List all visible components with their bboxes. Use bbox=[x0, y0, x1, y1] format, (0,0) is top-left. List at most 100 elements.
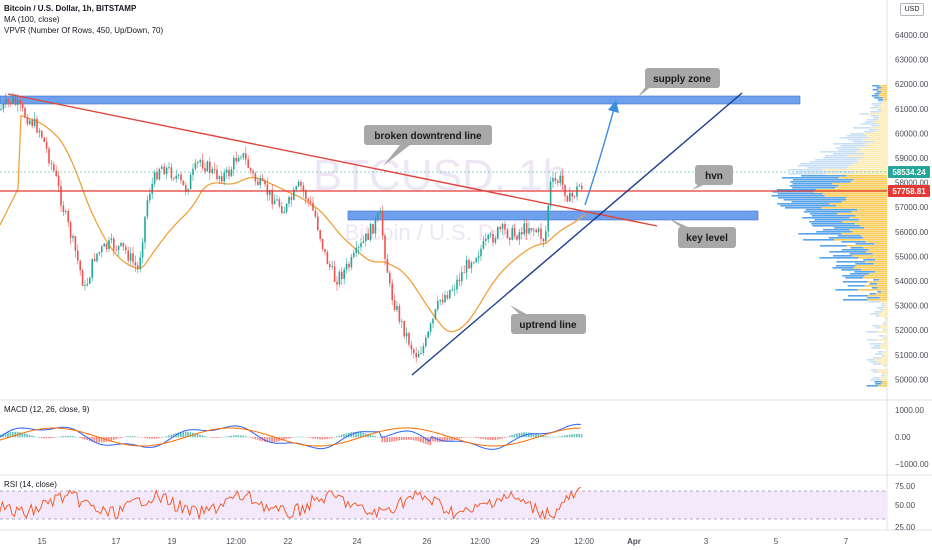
macd-bar bbox=[528, 432, 530, 438]
candle-body bbox=[115, 249, 117, 251]
candle-body bbox=[137, 265, 139, 269]
macd-bar bbox=[12, 431, 14, 438]
vpvr-up-bar bbox=[876, 87, 882, 89]
key-level-label: key level bbox=[686, 233, 728, 244]
candle-body bbox=[403, 320, 405, 337]
candle-body bbox=[362, 241, 365, 244]
vpvr-up-bar bbox=[873, 117, 879, 119]
vpvr-up-bar bbox=[869, 361, 878, 363]
candle-body bbox=[389, 272, 391, 284]
vpvr-up-bar bbox=[873, 345, 881, 347]
uptrend-line[interactable] bbox=[411, 92, 743, 376]
candle-body bbox=[463, 272, 465, 274]
vpvr-down-bar bbox=[864, 285, 887, 287]
moving-average-line bbox=[0, 114, 586, 333]
vpvr-down-bar bbox=[857, 289, 887, 291]
candle-body bbox=[120, 242, 122, 246]
vpvr-up-bar bbox=[771, 195, 825, 197]
macd-bar bbox=[441, 437, 444, 443]
projection-arrow[interactable] bbox=[584, 104, 616, 206]
candle-body bbox=[365, 233, 367, 242]
macd-bar bbox=[237, 435, 240, 438]
callout-supply-zone[interactable]: supply zone bbox=[638, 68, 720, 97]
callout-broken-downtrend[interactable]: broken downtrend line bbox=[364, 125, 492, 166]
vpvr-up-bar bbox=[815, 159, 858, 161]
macd-bar bbox=[408, 437, 410, 440]
macd-bar bbox=[124, 436, 127, 438]
callout-uptrend[interactable]: uptrend line bbox=[510, 305, 586, 334]
vpvr-up-bar bbox=[783, 199, 846, 201]
time-axis[interactable]: 15 17 19 12:00 22 24 26 12:00 29 12:00 Apr 3 5 7 bbox=[38, 537, 849, 546]
key-level-rect[interactable] bbox=[347, 210, 759, 221]
supply-zone-rect[interactable] bbox=[0, 95, 801, 105]
vpvr-down-bar bbox=[881, 383, 887, 385]
macd-bar bbox=[31, 435, 33, 438]
currency-button[interactable]: USD bbox=[900, 3, 924, 16]
macd-label[interactable]: MACD (12, 26, close, 9) bbox=[4, 405, 90, 414]
vpvr-up-bar bbox=[833, 255, 853, 257]
macd-bar bbox=[244, 436, 247, 438]
vpvr-up-bar bbox=[828, 237, 864, 239]
callout-key-level[interactable]: key level bbox=[668, 218, 736, 248]
supply-zone-label: supply zone bbox=[653, 74, 711, 85]
candle-body bbox=[437, 300, 439, 310]
macd-bar bbox=[52, 437, 55, 438]
macd-bar bbox=[9, 432, 12, 438]
vpvr-up-bar bbox=[870, 115, 879, 117]
candle-body bbox=[209, 161, 211, 173]
macd-bar bbox=[100, 437, 103, 443]
vpvr-indicator-label[interactable]: VPVR (Number Of Rows, 450, Up/Down, 70) bbox=[4, 26, 164, 35]
vpvr-down-bar bbox=[872, 253, 887, 255]
macd-bar bbox=[513, 434, 516, 438]
vpvr-down-bar bbox=[849, 217, 887, 219]
candle-body bbox=[350, 256, 353, 268]
downtrend-line[interactable] bbox=[7, 93, 658, 227]
vpvr-up-bar bbox=[832, 153, 865, 155]
macd-bar bbox=[60, 436, 62, 438]
vpvr-down-bar bbox=[861, 235, 887, 237]
ma-indicator-label[interactable]: MA (100, close) bbox=[4, 15, 60, 24]
time-tick: 5 bbox=[774, 537, 779, 546]
candle-body bbox=[333, 266, 336, 282]
macd-bar bbox=[228, 436, 230, 438]
candle-body bbox=[441, 299, 444, 303]
vpvr-down-bar bbox=[879, 325, 887, 327]
candle-body bbox=[319, 230, 321, 239]
candle-body bbox=[204, 168, 206, 172]
macd-bar bbox=[576, 433, 578, 438]
macd-bar bbox=[319, 437, 321, 440]
vpvr-down-bar bbox=[859, 219, 887, 221]
macd-bar bbox=[211, 437, 213, 438]
macd-bar bbox=[448, 437, 451, 442]
candle-body bbox=[456, 279, 458, 290]
candle-body bbox=[273, 200, 276, 205]
candle-body bbox=[261, 178, 264, 181]
vpvr-down-bar bbox=[881, 357, 887, 359]
vpvr-down-bar bbox=[865, 143, 887, 145]
candle-body bbox=[559, 175, 561, 183]
vpvr-up-bar bbox=[810, 213, 838, 215]
candle-body bbox=[561, 175, 564, 185]
candle-body bbox=[290, 197, 293, 200]
vpvr-down-bar bbox=[858, 161, 887, 163]
callout-hvn[interactable]: hvn bbox=[692, 165, 733, 190]
macd-bar bbox=[559, 436, 561, 438]
vpvr-down-bar bbox=[853, 267, 887, 269]
candle-body bbox=[283, 211, 285, 214]
time-tick: 7 bbox=[844, 537, 849, 546]
vpvr-down-bar bbox=[878, 385, 887, 387]
rsi-label[interactable]: RSI (14, close) bbox=[4, 480, 57, 489]
vpvr-down-bar bbox=[883, 309, 887, 311]
vpvr-up-bar bbox=[872, 85, 880, 87]
vpvr-up-bar bbox=[872, 363, 882, 365]
vpvr-down-bar bbox=[875, 259, 887, 261]
vpvr-down-bar bbox=[879, 297, 887, 299]
candle-body bbox=[420, 353, 422, 355]
vpvr-down-bar bbox=[885, 329, 887, 331]
symbol-title[interactable]: Bitcoin / U.S. Dollar, 1h, BITSTAMP bbox=[4, 4, 137, 13]
candle-body bbox=[84, 285, 86, 286]
macd-bar bbox=[96, 437, 98, 443]
vpvr-up-bar bbox=[849, 253, 873, 255]
price-axis[interactable]: 64000.00 63000.00 62000.00 61000.00 60000.00… bbox=[895, 31, 929, 384]
